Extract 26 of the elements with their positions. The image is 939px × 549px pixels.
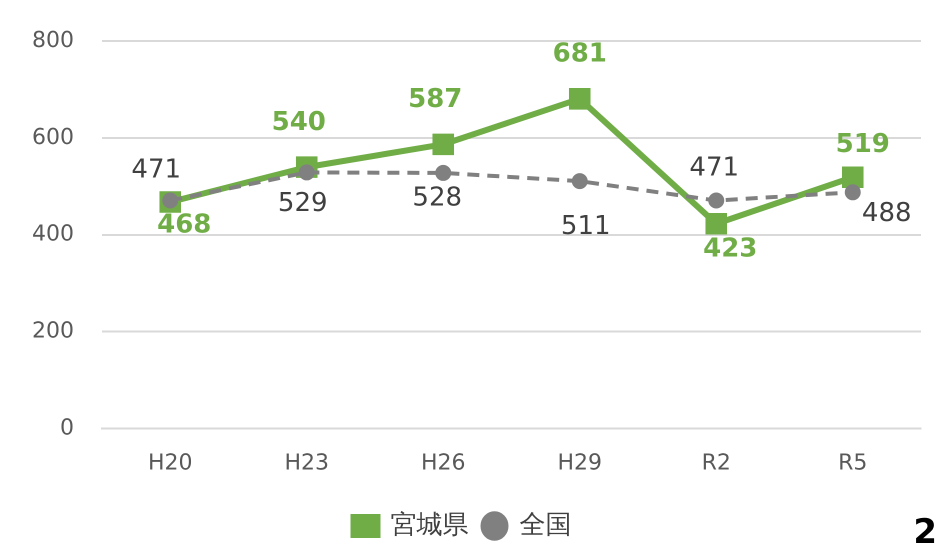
data-label: 540 [272, 106, 326, 137]
x-tick-label: R2 [702, 450, 731, 476]
data-label: 519 [836, 129, 890, 160]
x-tick-label: H26 [420, 450, 466, 476]
data-label: 488 [862, 198, 912, 228]
data-label: 511 [560, 210, 611, 241]
data-label: 471 [689, 152, 740, 182]
data-label: 681 [552, 38, 607, 69]
x-tick-label: H20 [148, 450, 193, 476]
data-label: 587 [408, 84, 462, 114]
data-label: 423 [703, 234, 758, 264]
legend-label: 全国 [520, 510, 572, 540]
x-tick-label: H23 [284, 450, 330, 476]
y-tick-label: 200 [32, 318, 74, 344]
y-tick-label: 400 [32, 222, 74, 247]
x-tick-label: H29 [557, 450, 602, 476]
data-label: 529 [278, 188, 328, 218]
legend-label: 宮城県 [390, 510, 468, 540]
x-tick-label: R5 [838, 450, 868, 476]
y-tick-label: 0 [60, 415, 74, 440]
data-label: 471 [131, 154, 182, 184]
y-tick-label: 600 [32, 124, 74, 150]
text: 2 [913, 512, 937, 549]
data-label: 468 [157, 210, 212, 240]
y-tick-label: 800 [32, 28, 74, 53]
data-label: 528 [412, 182, 462, 213]
